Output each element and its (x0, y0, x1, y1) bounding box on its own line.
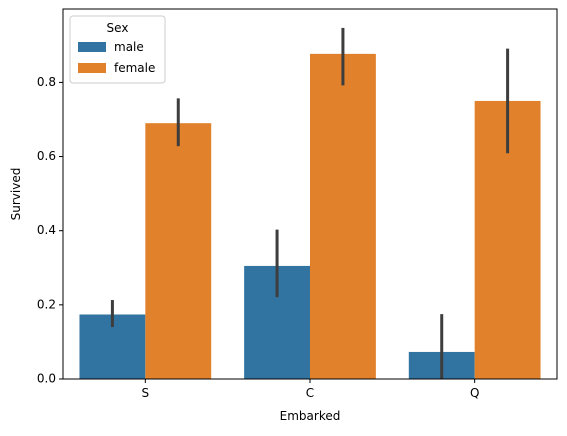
y-tick-label: 0.6 (37, 149, 56, 163)
y-tick-label: 0.4 (37, 223, 56, 237)
legend: Sex male female (69, 15, 166, 84)
legend-swatch-female (78, 63, 106, 73)
bars-layer (79, 53, 541, 380)
error-bars-layer (110, 27, 510, 379)
x-tick-label: S (142, 386, 150, 400)
y-axis-label: Survived (9, 168, 23, 221)
x-axis-label: Embarked (280, 409, 341, 423)
y-tick-label: 0.0 (37, 372, 56, 386)
y-tick-label: 0.8 (37, 75, 56, 89)
axes-layer: 0.0 0.2 0.4 0.6 0.8 S C Q Embarked Survived (9, 8, 558, 423)
x-tick-label: C (306, 386, 314, 400)
legend-title: Sex (107, 21, 129, 35)
legend-label-male: male (114, 40, 144, 54)
y-tick-label: 0.2 (37, 297, 56, 311)
bar-female-S (145, 123, 212, 379)
plot-frame (62, 8, 558, 380)
x-tick-label: Q (470, 386, 479, 400)
bar-female-C (310, 53, 376, 380)
legend-swatch-male (78, 42, 106, 52)
legend-label-female: female (114, 61, 155, 75)
